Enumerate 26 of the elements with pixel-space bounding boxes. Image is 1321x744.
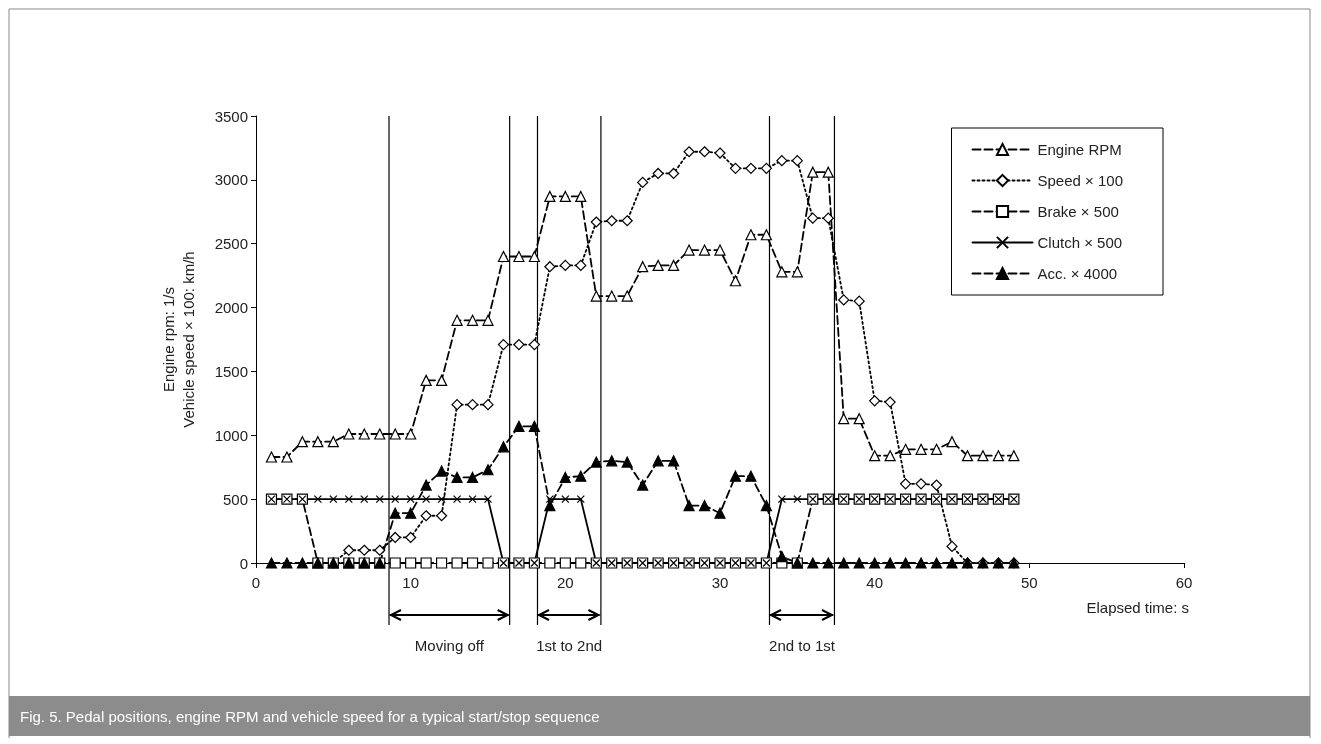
x-tick-label: 50 (1020, 574, 1038, 591)
y-tick-label: 0 (239, 554, 248, 572)
y-tick-label: 3500 (214, 107, 248, 125)
y-tick-label: 2000 (214, 299, 248, 317)
legend-label: Acc. × 4000 (1037, 265, 1118, 282)
x-axis-title: Elapsed time: s (1086, 598, 1189, 616)
x-tick-label: 0 (251, 574, 261, 591)
x-tick-label: 10 (402, 574, 420, 591)
x-tick-label: 60 (1175, 574, 1193, 591)
text: 2nd to 1st (769, 636, 836, 654)
y-tick-label: 3000 (214, 171, 248, 189)
x-tick-label: 20 (556, 574, 574, 591)
text: Fig. 5. Pedal positions, engine RPM and vehicle speed for a typical start/stop sequence (20, 707, 600, 725)
y-tick-label: 500 (222, 490, 248, 508)
y-tick-label: 1000 (214, 426, 248, 444)
x-tick-label: 40 (866, 574, 884, 591)
legend-label: Speed × 100 (1037, 172, 1123, 189)
legend-label: Brake × 500 (1037, 203, 1119, 220)
y-tick-label: 1500 (214, 362, 248, 380)
legend-label: Clutch × 500 (1037, 234, 1123, 251)
text: 1st to 2nd (536, 636, 603, 654)
text: Moving off (414, 636, 485, 654)
y-tick-label: 2500 (214, 235, 248, 253)
y-axis-title: Engine rpm: 1/s Vehicle speed × 100: km/h (159, 251, 197, 428)
legend-label: Engine RPM (1037, 141, 1122, 158)
x-tick-label: 30 (711, 574, 729, 591)
